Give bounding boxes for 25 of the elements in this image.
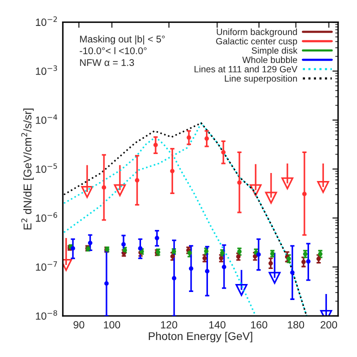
y-axis-title: E$^{2}$ dN/dE [GeV/cm$^{2}$/s/sr] — [21, 108, 34, 230]
x-tick-label: 160 — [251, 321, 268, 328]
x-axis-title: Photon Energy [GeV] — [148, 332, 252, 342]
legend-label: Galactic center cusp — [216, 38, 298, 46]
x-tick-label: 120 — [161, 321, 178, 328]
annotation: NFW α = 1.3 — [80, 59, 134, 66]
y-tick-label: 10$^{−4}$ — [36, 114, 58, 124]
y-tick-label: 10$^{−6}$ — [36, 212, 58, 222]
annotation: Masking out |b| < 5° — [80, 35, 165, 44]
legend-label: Uniform background — [216, 28, 297, 37]
x-tick-label: 90 — [74, 321, 84, 328]
y-tick-label: 10$^{−2}$ — [36, 16, 57, 26]
x-tick-label: 180 — [288, 321, 304, 328]
legend-label: Lines at 111 and 129 GeV — [194, 66, 298, 72]
x-tick-label: 200 — [320, 321, 338, 328]
x-tick-label: 100 — [104, 321, 120, 328]
legend-label: Simple disk — [252, 47, 298, 56]
y-tick-label: 10$^{−3}$ — [36, 65, 58, 75]
annotation: -10.0°< l <10.0° — [80, 47, 147, 54]
legend-label: Whole bubble — [242, 56, 298, 64]
y-tick-label: 10$^{−7}$ — [36, 261, 57, 271]
legend-label: Line superposition — [224, 75, 297, 84]
y-tick-label: 10$^{−8}$ — [36, 310, 58, 320]
y-tick-label: 10$^{−5}$ — [36, 163, 57, 173]
x-tick-label: 140 — [209, 321, 226, 328]
